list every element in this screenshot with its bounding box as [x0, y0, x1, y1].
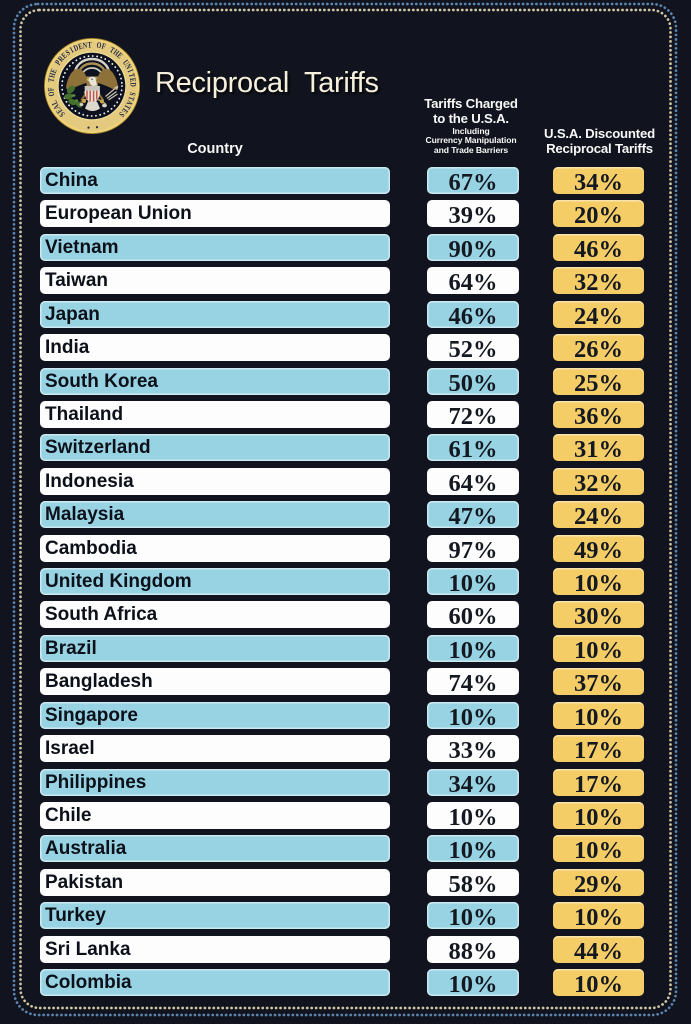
svg-text:F: F: [100, 41, 107, 52]
svg-text:T: T: [122, 103, 133, 112]
svg-text:E: E: [48, 67, 59, 75]
svg-text:T: T: [126, 95, 137, 102]
svg-text:U: U: [121, 58, 132, 68]
svg-text:S: S: [63, 47, 72, 57]
svg-text:A: A: [50, 102, 61, 112]
svg-text:A: A: [124, 99, 135, 108]
svg-text:E: E: [54, 106, 65, 116]
svg-text:O: O: [46, 90, 57, 97]
svg-text:E: E: [77, 41, 84, 52]
svg-text:T: T: [127, 72, 138, 79]
svg-text:O: O: [96, 40, 103, 51]
svg-text:N: N: [82, 40, 89, 51]
svg-text:N: N: [123, 62, 134, 71]
svg-text:D: D: [72, 42, 80, 53]
svg-text:I: I: [125, 68, 136, 74]
svg-text:S: S: [127, 91, 138, 96]
svg-text:S: S: [117, 110, 127, 120]
svg-text:E: E: [120, 106, 131, 116]
svg-text:F: F: [45, 87, 56, 92]
svg-text:S: S: [57, 110, 67, 120]
svg-text:D: D: [128, 82, 138, 87]
svg-text:I: I: [68, 45, 75, 55]
svg-text:E: E: [115, 50, 125, 60]
svg-text:E: E: [128, 77, 139, 83]
svg-text:T: T: [87, 39, 92, 50]
svg-text:T: T: [108, 44, 117, 55]
svg-text:T: T: [46, 77, 57, 83]
svg-text:E: E: [59, 50, 69, 60]
svg-text:H: H: [111, 47, 121, 58]
svg-text:R: R: [55, 53, 66, 64]
svg-text:H: H: [46, 71, 57, 78]
svg-text:L: L: [49, 99, 60, 107]
svg-text:P: P: [53, 58, 64, 67]
